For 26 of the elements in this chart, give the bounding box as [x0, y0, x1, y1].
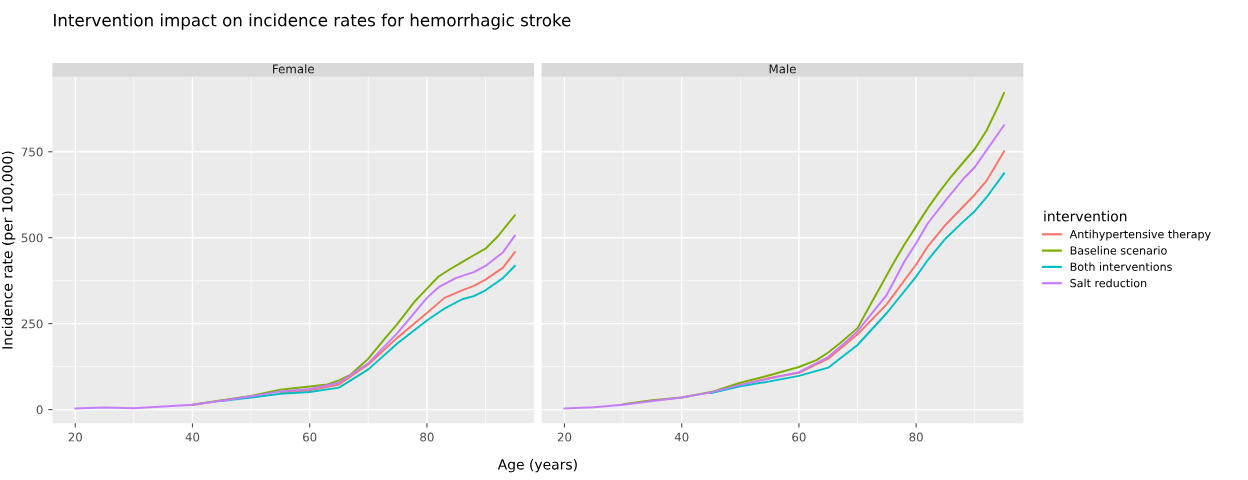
- x-tick-label: 60: [303, 432, 317, 442]
- line-series: [220, 264, 516, 402]
- line-series: [191, 214, 516, 406]
- x-tick-label: 20: [557, 432, 572, 442]
- line-series: [279, 251, 516, 394]
- y-axis-title: Incidence rate (per 100,000): [1, 151, 16, 349]
- x-tick-label: 20: [68, 432, 82, 442]
- x-axis-title: Age (years): [497, 458, 577, 473]
- chart-subtitle: Female: [273, 64, 314, 74]
- x-tick-label: 40: [185, 432, 200, 442]
- x-tick-label: 80: [420, 432, 434, 442]
- y-tick-label: 750: [21, 147, 43, 157]
- x-tick-label: 60: [792, 432, 806, 442]
- y-tick-label: 250: [21, 319, 43, 329]
- legend-label: Baseline scenario: [1070, 246, 1167, 255]
- x-tick-label: 40: [674, 432, 689, 442]
- x-tick-label: 80: [909, 432, 923, 442]
- legend-title: intervention: [1044, 210, 1127, 222]
- legend-label: Antihypertensive therapy: [1069, 229, 1211, 241]
- y-tick-label: 500: [21, 233, 43, 243]
- chart-subtitle: Male: [769, 64, 796, 74]
- legend-label: Both interventions: [1070, 262, 1172, 271]
- legend-label: Salt reduction: [1070, 278, 1147, 288]
- y-tick-label: 0: [36, 405, 43, 415]
- line-series: [74, 234, 516, 410]
- chart-title: Intervention impact on incidence rates for hemorrhagic stroke: [54, 13, 571, 30]
